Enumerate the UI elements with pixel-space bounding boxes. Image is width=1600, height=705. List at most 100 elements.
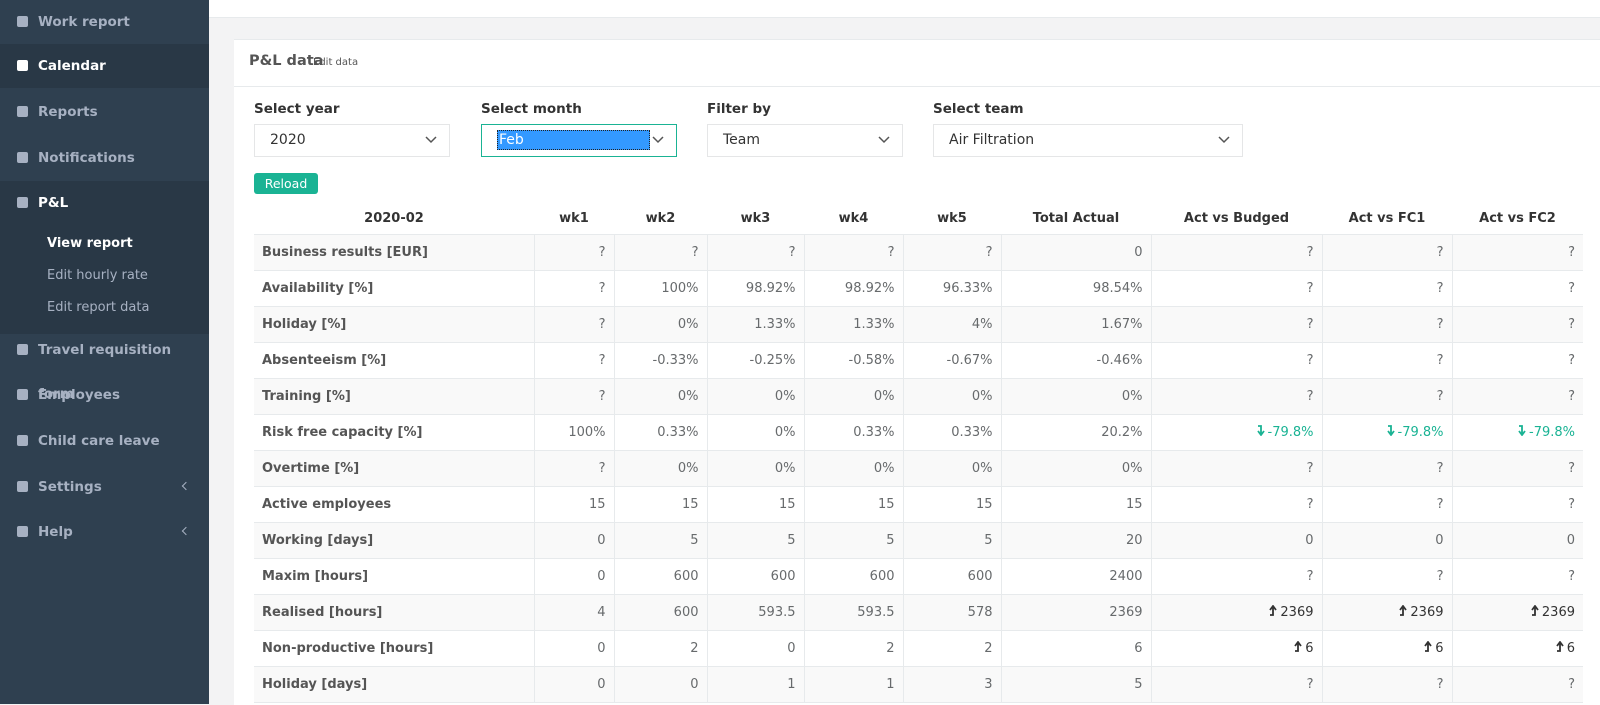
filter-label: Select year	[254, 101, 340, 117]
table-cell: 96.33%	[902, 270, 1002, 307]
reload-button[interactable]: Reload	[254, 173, 318, 194]
table-cell: ?	[1451, 378, 1583, 415]
nav-label: Reports	[38, 104, 98, 120]
nav-item[interactable]: Travel requisition form	[0, 328, 209, 402]
select[interactable]: Feb	[481, 124, 677, 157]
trend-up-icon	[1555, 640, 1564, 652]
trend-up-icon	[1269, 604, 1278, 616]
nav-item[interactable]: Notifications	[0, 136, 209, 180]
nav-item[interactable]: Work report	[0, 0, 209, 44]
panel-title: P&L data	[249, 53, 324, 69]
row-label: Holiday [%]	[254, 306, 535, 343]
trend-value: 6	[1294, 640, 1314, 656]
table-cell: 600	[613, 594, 708, 631]
table-cell: 98.54%	[1000, 270, 1152, 307]
chevron	[425, 136, 437, 144]
table-cell: ?	[613, 234, 708, 271]
trend-value: 2369	[1269, 604, 1314, 620]
table-cell: ?	[1321, 270, 1453, 307]
nav-label: Calendar	[38, 58, 106, 74]
submenu-item[interactable]: View report	[47, 236, 133, 251]
nav-item[interactable]: Calendar	[0, 44, 209, 88]
table-cell: 100%	[613, 270, 708, 307]
column-header: Total Actual	[1001, 202, 1151, 235]
table-cell: 0%	[706, 414, 805, 451]
table-cell: 100%	[533, 414, 615, 451]
table-cell: ?	[1321, 378, 1453, 415]
table-cell: ?	[803, 234, 904, 271]
chevron	[1218, 136, 1230, 144]
table-cell: ?	[1451, 342, 1583, 379]
select[interactable]: 2020	[254, 124, 450, 157]
table-cell: ?	[1150, 306, 1323, 343]
table-cell: 4%	[902, 306, 1002, 343]
table-row: Working [days] 0 5 5 5 5 20 0 0 0	[254, 522, 1583, 559]
table-cell: 593.5	[803, 594, 904, 631]
trend-up-icon	[1399, 604, 1408, 616]
trend-value: 6	[1424, 640, 1444, 656]
row-label: Overtime [%]	[254, 450, 535, 487]
nav-item[interactable]: Child care leave	[0, 419, 209, 463]
table-cell: 0%	[613, 306, 708, 343]
filter-label: Select month	[481, 101, 582, 117]
table-cell: 15	[706, 486, 805, 523]
trend-value: -79.8%	[1518, 425, 1575, 440]
chevron	[181, 481, 191, 491]
table-cell: ?	[1321, 450, 1453, 487]
table-cell: 0	[706, 630, 805, 667]
trend-value: -79.8%	[1256, 425, 1314, 440]
chevron	[181, 526, 191, 536]
table-cell: 6	[1000, 630, 1152, 667]
nav-label: Settings	[38, 479, 102, 495]
table-cell: 0%	[706, 450, 805, 487]
nav-item[interactable]: Reports	[0, 90, 209, 134]
table-cell: ?	[1150, 342, 1323, 379]
submenu-item[interactable]: Edit hourly rate	[47, 268, 148, 283]
table-cell: ?	[1451, 234, 1583, 271]
table-row: Availability [%]? 100% 98.92% 98.92% 96.33% 9…	[254, 270, 1583, 307]
row-label: Non-productive [hours]	[254, 630, 535, 667]
table-cell: 98.92%	[706, 270, 805, 307]
nav-item[interactable]: Employees	[0, 373, 209, 417]
table-cell: 0	[1150, 522, 1323, 559]
table-cell: 2369	[1000, 594, 1152, 631]
submenu-item[interactable]: Edit report data	[47, 300, 150, 315]
table-cell: ?	[1451, 450, 1583, 487]
nav-item[interactable]: Settings	[0, 465, 209, 509]
table-cell: ?	[1150, 450, 1323, 487]
column-header: Act vs FC1	[1322, 202, 1452, 235]
table-cell: ?	[1451, 306, 1583, 343]
row-label: Absenteeism [%]	[254, 342, 535, 379]
select-value: Air Filtration	[949, 132, 1035, 148]
table-cell: 0%	[613, 450, 708, 487]
nav-icon	[17, 16, 28, 27]
table-cell: 0%	[613, 378, 708, 415]
table-cell: ?	[1321, 558, 1453, 595]
table-cell: ?	[1150, 666, 1323, 703]
trend-down-icon	[1386, 425, 1395, 437]
table-cell: -0.46%	[1000, 342, 1152, 379]
table-cell: 600	[902, 558, 1002, 595]
trend-up-icon	[1531, 604, 1539, 616]
nav-icon	[17, 106, 28, 117]
sidebar: Work report Calendar Reports Notifications P…	[0, 0, 209, 704]
nav-label: Notifications	[38, 150, 135, 166]
nav-item[interactable]: Help	[0, 510, 209, 554]
row-label: Maxim [hours]	[254, 558, 535, 595]
select[interactable]: Team	[707, 124, 903, 157]
table-cell: ?	[1321, 486, 1453, 523]
table-cell: 20.2%	[1000, 414, 1152, 451]
table-cell: ?	[1451, 558, 1583, 595]
table-cell: 15	[803, 486, 904, 523]
table-cell: 0%	[902, 450, 1002, 487]
panel-header: P&L data Edit data	[234, 40, 1600, 87]
table-row: Risk free capacity [%] 100% 0.33% 0% 0.33% 0.…	[254, 414, 1583, 451]
select[interactable]: Air Filtration	[933, 124, 1243, 157]
nav-item[interactable]: P&L	[0, 181, 209, 225]
table-cell: 0%	[706, 378, 805, 415]
nav-icon	[17, 197, 28, 208]
trend-cell: -79.8%	[1321, 414, 1453, 451]
column-header: wk1	[534, 202, 614, 235]
select-value: 2020	[270, 132, 306, 148]
